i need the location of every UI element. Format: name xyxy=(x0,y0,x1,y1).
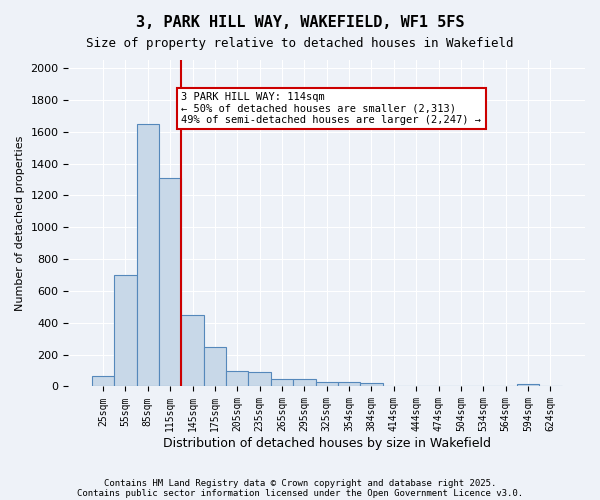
Bar xyxy=(271,378,293,386)
Text: Contains public sector information licensed under the Open Government Licence v3: Contains public sector information licen… xyxy=(77,488,523,498)
Bar xyxy=(248,372,271,386)
Text: Size of property relative to detached houses in Wakefield: Size of property relative to detached ho… xyxy=(86,38,514,51)
Bar xyxy=(360,384,383,386)
Text: 3 PARK HILL WAY: 114sqm
← 50% of detached houses are smaller (2,313)
49% of semi: 3 PARK HILL WAY: 114sqm ← 50% of detache… xyxy=(181,92,481,125)
Bar xyxy=(92,376,114,386)
Bar xyxy=(137,124,159,386)
Y-axis label: Number of detached properties: Number of detached properties xyxy=(15,136,25,311)
X-axis label: Distribution of detached houses by size in Wakefield: Distribution of detached houses by size … xyxy=(163,437,491,450)
Bar xyxy=(226,372,248,386)
Bar xyxy=(338,382,360,386)
Text: 3, PARK HILL WAY, WAKEFIELD, WF1 5FS: 3, PARK HILL WAY, WAKEFIELD, WF1 5FS xyxy=(136,15,464,30)
Bar xyxy=(204,346,226,387)
Bar xyxy=(293,378,316,386)
Bar xyxy=(114,275,137,386)
Bar xyxy=(517,384,539,386)
Text: Contains HM Land Registry data © Crown copyright and database right 2025.: Contains HM Land Registry data © Crown c… xyxy=(104,478,496,488)
Bar xyxy=(316,382,338,386)
Bar xyxy=(181,315,204,386)
Bar xyxy=(159,178,181,386)
